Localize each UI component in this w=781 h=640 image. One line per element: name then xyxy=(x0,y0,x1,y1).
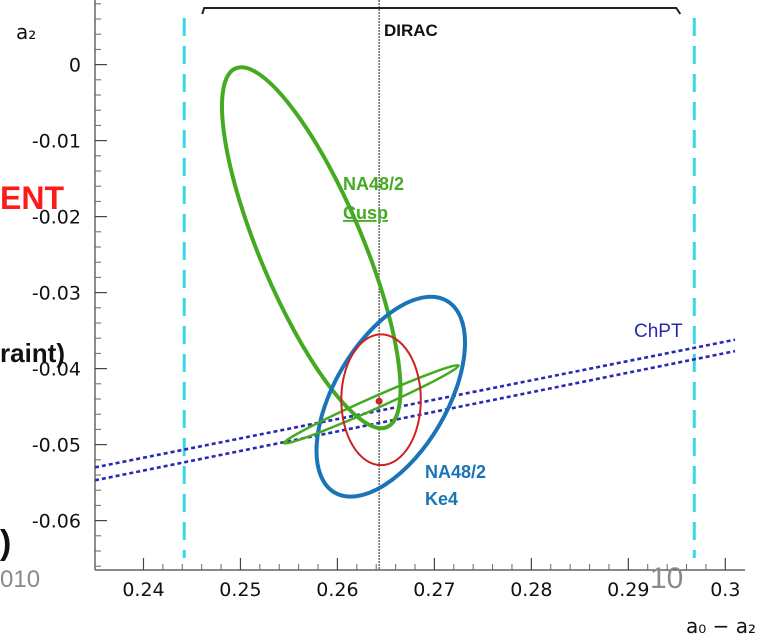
chpt-label: ChPT xyxy=(634,321,683,342)
left-red-text: ENT xyxy=(0,180,64,216)
y-tick-label: -0.02 xyxy=(32,207,81,229)
x-tick-label: 0.25 xyxy=(219,579,261,601)
ellipse-2 xyxy=(282,363,460,445)
y-tick-label: -0.04 xyxy=(32,359,81,381)
x-tick-label: 0.27 xyxy=(413,579,455,601)
ellipse-0 xyxy=(220,65,403,431)
footer-page-number: 10 xyxy=(650,562,684,595)
dirac-range-arrow xyxy=(201,7,682,15)
y-tick-label: -0.01 xyxy=(32,131,81,153)
left-black-text: raint) xyxy=(0,338,65,368)
ellipse-1 xyxy=(314,294,468,499)
x-tick-label: 0.26 xyxy=(316,579,358,601)
ke4-label-line1: NA48/2 xyxy=(425,462,486,482)
ellipse-3 xyxy=(340,333,422,467)
ke4-label-line2: Ke4 xyxy=(425,489,458,509)
dirac-label: DIRAC xyxy=(384,21,438,40)
chpt-band-0 xyxy=(94,338,736,469)
central-point xyxy=(375,397,383,405)
x-tick-label: 0.3 xyxy=(710,579,740,601)
x-tick-label: 0.29 xyxy=(607,579,649,601)
y-tick-label: -0.05 xyxy=(32,435,81,457)
y-tick-label: 0 xyxy=(69,55,81,77)
y-axis-label: a₂ xyxy=(16,20,36,44)
left-paren-text: ) xyxy=(0,524,12,562)
chart-layer: DIRAC NA48/2 Cusp NA48/2 Ke4 ChPT xyxy=(94,0,736,570)
y-tick-label: -0.06 xyxy=(32,511,81,533)
y-tick-label: -0.03 xyxy=(32,283,81,305)
x-tick-label: 0.24 xyxy=(122,579,164,601)
footer-left-text: 010 xyxy=(0,566,41,593)
x-tick-label: 0.28 xyxy=(510,579,552,601)
cusp-label-line2: Cusp xyxy=(343,203,388,223)
cusp-label-line1: NA48/2 xyxy=(343,174,404,194)
x-axis-label: a₀ − a₂ xyxy=(686,614,756,638)
axes-layer: 0 -0.01 -0.02 -0.03 -0.04 -0.05 -0.06 0.24 0.25 0… xyxy=(32,0,745,601)
chpt-band-1 xyxy=(94,349,736,482)
